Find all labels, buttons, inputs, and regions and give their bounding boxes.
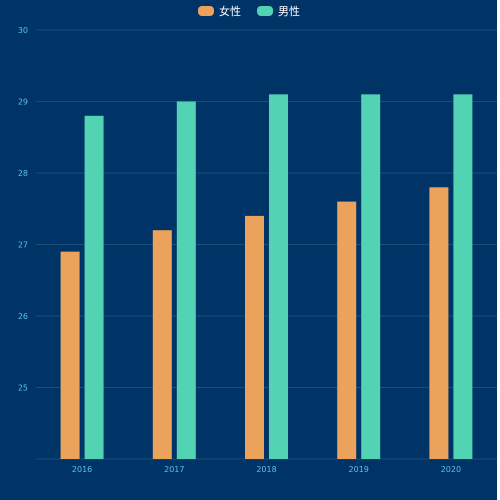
- bar-2016-female: [60, 251, 80, 459]
- x-tick-label: 2018: [256, 465, 276, 474]
- x-tick-label: 2019: [349, 465, 369, 474]
- y-tick-label: 25: [18, 384, 28, 393]
- y-tick-label: 29: [18, 98, 28, 107]
- bar-2016-male: [84, 115, 104, 460]
- bar-2020-female: [429, 187, 449, 460]
- bar-2017-male: [176, 101, 196, 459]
- grid-lines: [36, 29, 497, 388]
- bar-2018-female: [245, 215, 264, 459]
- legend[interactable]: 女性 男性: [198, 4, 300, 18]
- x-axis-ticks: 2016 2017 2018 2019 2020: [72, 465, 461, 474]
- x-tick-label: 2017: [164, 465, 184, 474]
- bars: [60, 94, 473, 460]
- x-tick-label: 2020: [441, 465, 461, 474]
- y-tick-label: 30: [18, 26, 28, 35]
- legend-label-male: 男性: [278, 4, 300, 18]
- x-tick-label: 2016: [72, 465, 92, 474]
- bar-2019-male: [361, 94, 381, 459]
- legend-label-female: 女性: [219, 4, 241, 18]
- bar-2020-male: [453, 94, 473, 459]
- bar-2019-female: [337, 201, 357, 459]
- legend-swatch-female: [198, 6, 214, 16]
- y-tick-label: 26: [18, 312, 28, 321]
- legend-swatch-male: [257, 6, 273, 16]
- y-axis-ticks: 25 26 27 28 29 30: [18, 26, 28, 393]
- bar-2018-male: [269, 94, 288, 459]
- bar-2017-female: [152, 230, 172, 459]
- y-tick-label: 28: [18, 169, 28, 178]
- y-tick-label: 27: [18, 241, 28, 250]
